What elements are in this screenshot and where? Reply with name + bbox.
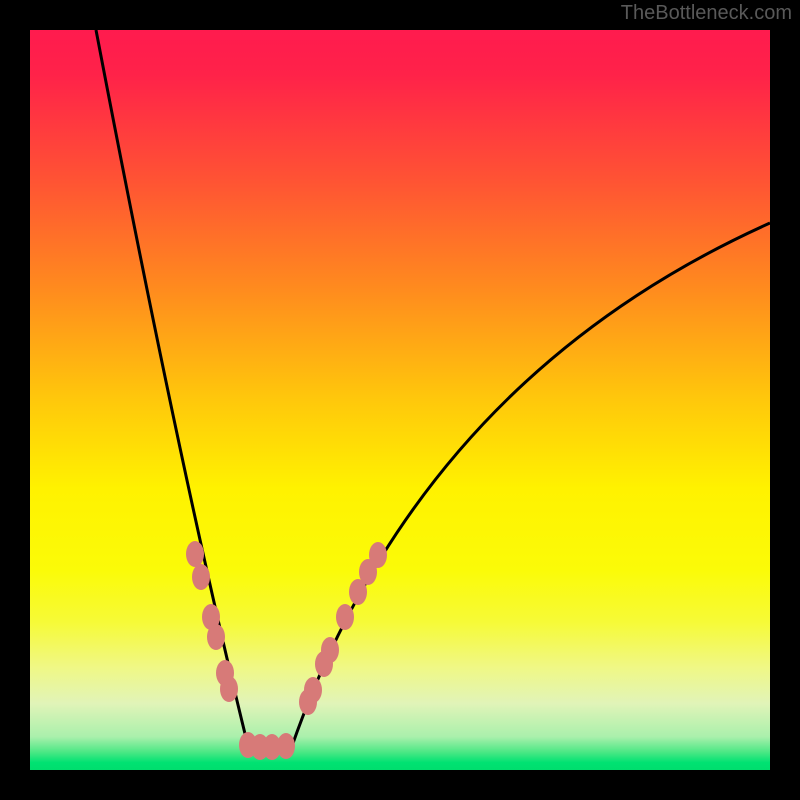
marker-point (369, 542, 387, 568)
marker-point (220, 676, 238, 702)
marker-point (321, 637, 339, 663)
chart-container: TheBottleneck.com (0, 0, 800, 800)
chart-svg (0, 0, 800, 800)
marker-point (207, 624, 225, 650)
marker-point (304, 677, 322, 703)
marker-point (186, 541, 204, 567)
watermark-text: TheBottleneck.com (621, 2, 792, 25)
marker-point (336, 604, 354, 630)
plot-background (30, 30, 770, 770)
marker-point (277, 733, 295, 759)
marker-point (192, 564, 210, 590)
